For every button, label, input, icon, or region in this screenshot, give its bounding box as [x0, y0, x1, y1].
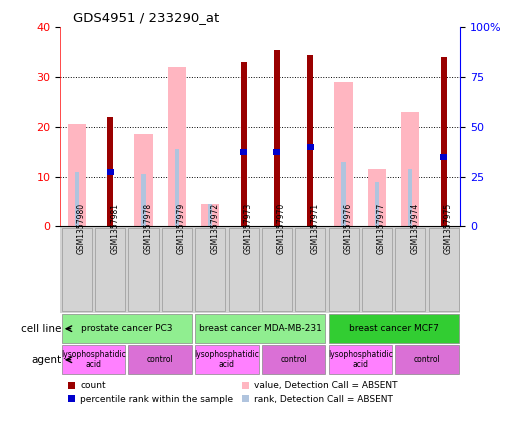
Bar — [107, 169, 114, 175]
Bar — [67, 124, 86, 226]
Text: GSM1357980: GSM1357980 — [77, 203, 86, 254]
FancyBboxPatch shape — [195, 314, 325, 343]
Text: GSM1357973: GSM1357973 — [244, 203, 253, 255]
Bar — [306, 144, 314, 150]
FancyBboxPatch shape — [62, 228, 92, 311]
Bar — [408, 169, 412, 226]
Text: GSM1357972: GSM1357972 — [210, 203, 219, 254]
Text: GSM1357970: GSM1357970 — [277, 203, 286, 255]
Text: control: control — [280, 355, 307, 364]
Text: GSM1357975: GSM1357975 — [444, 203, 452, 255]
Bar — [241, 62, 246, 226]
Text: GSM1357979: GSM1357979 — [177, 203, 186, 255]
Bar — [141, 174, 145, 226]
Bar — [440, 57, 447, 226]
Text: breast cancer MDA-MB-231: breast cancer MDA-MB-231 — [199, 324, 322, 333]
Text: cell line: cell line — [21, 324, 62, 334]
Text: GSM1357978: GSM1357978 — [143, 203, 153, 254]
FancyBboxPatch shape — [295, 228, 325, 311]
FancyBboxPatch shape — [195, 228, 225, 311]
Text: GSM1357977: GSM1357977 — [377, 203, 386, 255]
FancyBboxPatch shape — [428, 228, 459, 311]
Bar — [308, 144, 312, 226]
FancyBboxPatch shape — [328, 228, 359, 311]
FancyBboxPatch shape — [229, 228, 258, 311]
Bar — [208, 204, 212, 226]
Bar — [440, 154, 447, 159]
Text: GSM1357976: GSM1357976 — [344, 203, 353, 255]
Bar — [175, 149, 179, 226]
Text: GSM1357981: GSM1357981 — [110, 203, 119, 254]
FancyBboxPatch shape — [129, 346, 192, 374]
Bar — [168, 67, 186, 226]
Text: control: control — [414, 355, 440, 364]
Bar — [401, 112, 419, 226]
Bar — [274, 50, 280, 226]
Text: agent: agent — [32, 355, 62, 365]
Bar — [368, 169, 386, 226]
Bar — [134, 135, 153, 226]
Text: lysophosphatidic
acid: lysophosphatidic acid — [195, 350, 259, 369]
FancyBboxPatch shape — [95, 228, 125, 311]
Legend: count, percentile rank within the sample, value, Detection Call = ABSENT, rank, : count, percentile rank within the sample… — [65, 378, 401, 407]
Text: GSM1357974: GSM1357974 — [410, 203, 419, 255]
Text: control: control — [147, 355, 174, 364]
Bar — [342, 162, 346, 226]
FancyBboxPatch shape — [62, 346, 125, 374]
FancyBboxPatch shape — [395, 346, 459, 374]
Bar — [107, 117, 113, 226]
Text: lysophosphatidic
acid: lysophosphatidic acid — [61, 350, 126, 369]
FancyBboxPatch shape — [195, 346, 258, 374]
FancyBboxPatch shape — [395, 228, 425, 311]
Bar — [334, 82, 353, 226]
Bar — [307, 55, 313, 226]
FancyBboxPatch shape — [328, 314, 459, 343]
Text: GDS4951 / 233290_at: GDS4951 / 233290_at — [73, 11, 220, 24]
Bar — [375, 181, 379, 226]
FancyBboxPatch shape — [362, 228, 392, 311]
Text: GSM1357971: GSM1357971 — [310, 203, 319, 254]
FancyBboxPatch shape — [129, 228, 158, 311]
Text: prostate cancer PC3: prostate cancer PC3 — [81, 324, 173, 333]
FancyBboxPatch shape — [262, 346, 325, 374]
Bar — [75, 172, 79, 226]
Text: breast cancer MCF7: breast cancer MCF7 — [349, 324, 438, 333]
Bar — [273, 149, 280, 155]
FancyBboxPatch shape — [262, 228, 292, 311]
FancyBboxPatch shape — [328, 346, 392, 374]
Bar — [201, 204, 219, 226]
FancyBboxPatch shape — [162, 228, 192, 311]
Text: lysophosphatidic
acid: lysophosphatidic acid — [328, 350, 393, 369]
Bar — [240, 149, 247, 155]
FancyBboxPatch shape — [62, 314, 192, 343]
